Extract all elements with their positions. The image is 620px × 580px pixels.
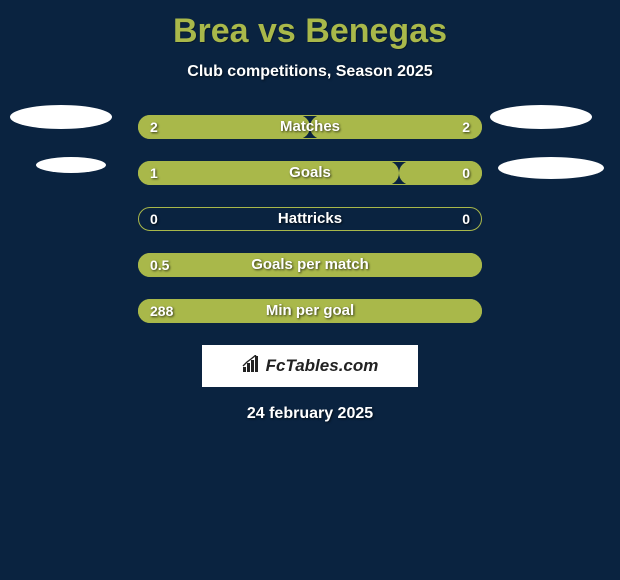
stat-bar: 00Hattricks — [138, 207, 482, 231]
bars-icon — [242, 355, 262, 378]
stat-bar: 22Matches — [138, 115, 482, 139]
date-label: 24 february 2025 — [0, 405, 620, 423]
metric-label: Matches — [138, 115, 482, 139]
metric-label: Hattricks — [138, 207, 482, 231]
stat-row: 10Goals — [0, 161, 620, 185]
subtitle: Club competitions, Season 2025 — [0, 63, 620, 81]
stat-row: 00Hattricks — [0, 207, 620, 231]
stat-row: 22Matches — [0, 115, 620, 139]
page-title: Brea vs Benegas — [0, 0, 620, 51]
metric-label: Goals — [138, 161, 482, 185]
comparison-chart: 22Matches 10Goals 00Hattricks 0.5Goals per … — [0, 115, 620, 323]
player-marker-left — [36, 157, 106, 173]
metric-label: Min per goal — [138, 299, 482, 323]
stat-bar: 0.5Goals per match — [138, 253, 482, 277]
player-marker-right — [498, 157, 604, 179]
logo: FcTables.com — [242, 355, 379, 378]
logo-box: FcTables.com — [202, 345, 418, 387]
player-marker-left — [10, 105, 112, 129]
stat-row: 288Min per goal — [0, 299, 620, 323]
logo-text: FcTables.com — [266, 356, 379, 376]
metric-label: Goals per match — [138, 253, 482, 277]
stat-row: 0.5Goals per match — [0, 253, 620, 277]
stat-bar: 288Min per goal — [138, 299, 482, 323]
player-marker-right — [490, 105, 592, 129]
stat-bar: 10Goals — [138, 161, 482, 185]
